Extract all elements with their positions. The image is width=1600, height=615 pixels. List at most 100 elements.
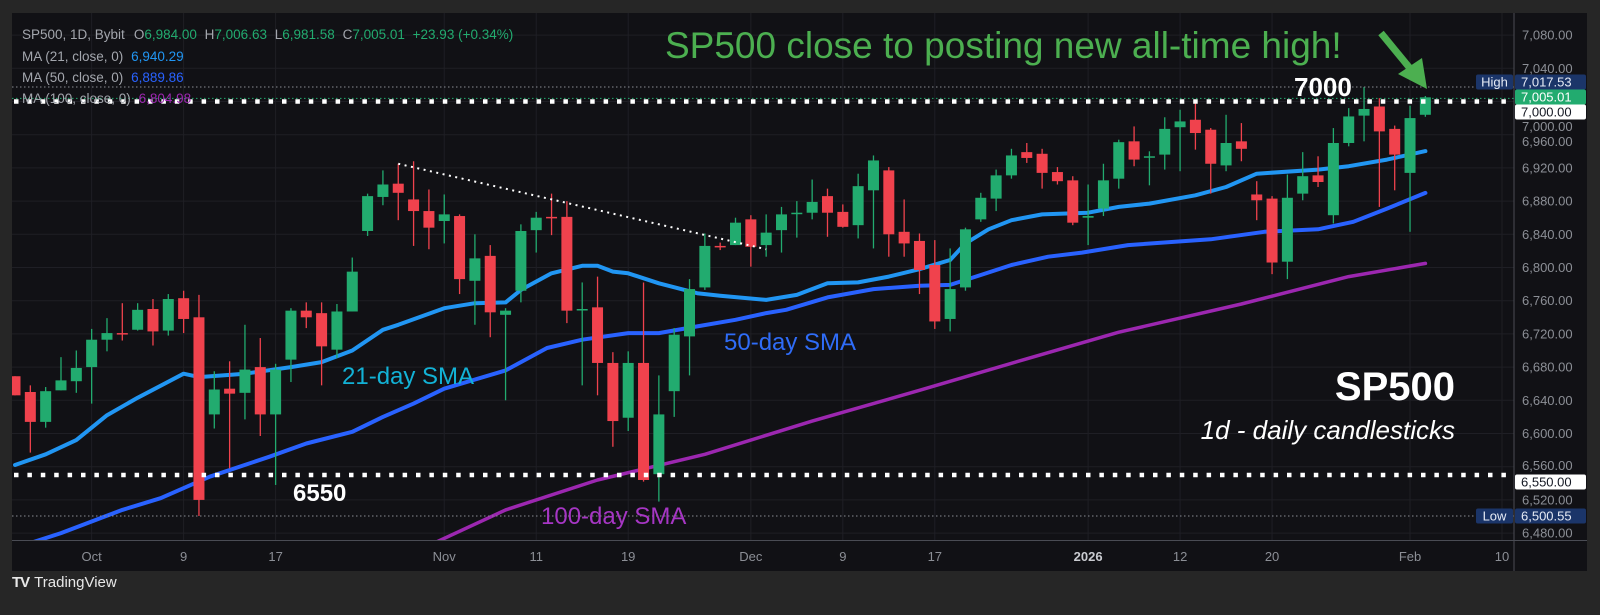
price-axis[interactable]: 7,080.007,040.007,000.006,960.006,920.00… xyxy=(1522,28,1573,541)
time-tick-label: 9 xyxy=(839,549,846,564)
candle-body xyxy=(530,217,542,231)
candle xyxy=(883,167,895,257)
candle xyxy=(1174,109,1186,172)
candle xyxy=(1373,98,1385,207)
candle-body xyxy=(1373,106,1385,132)
candle xyxy=(331,304,343,358)
candle-body xyxy=(70,367,82,382)
price-tick-label: 6,760.00 xyxy=(1522,293,1573,308)
candle-body xyxy=(684,289,696,337)
price-tick-label: 6,920.00 xyxy=(1522,160,1573,175)
candle xyxy=(745,215,757,267)
price-tick-label: 6,880.00 xyxy=(1522,194,1573,209)
candle xyxy=(254,338,266,436)
candle xyxy=(1159,117,1171,170)
candle xyxy=(1128,126,1140,167)
ma21-legend-value: 6,940.29 xyxy=(131,49,184,64)
trendline[interactable] xyxy=(398,162,767,251)
candle xyxy=(515,224,527,303)
tradingview-logo[interactable]: TV TradingView xyxy=(12,574,117,591)
candle-body xyxy=(1205,129,1217,164)
candles xyxy=(12,86,1431,517)
candle-body xyxy=(454,216,466,280)
candle-body xyxy=(1051,172,1063,182)
close-label: C xyxy=(342,27,353,42)
price-tag-value: 7,000.00 xyxy=(1521,105,1572,120)
candle-body xyxy=(1067,180,1079,223)
candle xyxy=(1327,128,1339,224)
ma21-legend-label: MA (21, close, 0) xyxy=(22,49,124,64)
candle xyxy=(852,173,864,239)
candle xyxy=(40,387,52,428)
candle-body xyxy=(1128,141,1140,160)
candle-body xyxy=(132,309,144,330)
ma100-legend[interactable]: MA (100, close, 0) 6,804.98 xyxy=(22,91,195,107)
candle-body xyxy=(561,216,573,311)
candle-body xyxy=(1297,176,1309,194)
candle-body xyxy=(975,197,987,220)
candle xyxy=(1143,151,1155,186)
candle xyxy=(300,302,312,329)
candle-body xyxy=(1419,97,1431,115)
price-tag-value: 7,005.01 xyxy=(1521,90,1572,105)
price-tag: 7,005.01 xyxy=(1515,89,1586,105)
candle xyxy=(1389,125,1401,191)
price-tag-bg xyxy=(1515,74,1586,90)
candle-body xyxy=(1312,175,1324,183)
moving-averages xyxy=(13,149,1428,540)
price-tick-label: 7,080.00 xyxy=(1522,28,1573,43)
candle xyxy=(316,302,328,386)
candle xyxy=(1036,148,1048,189)
candle xyxy=(959,227,971,291)
candle-body xyxy=(316,313,328,347)
candle xyxy=(162,294,174,336)
time-tick-label: 17 xyxy=(928,549,942,564)
candle xyxy=(346,257,358,312)
candle-body xyxy=(1343,116,1355,143)
price-tag: 6,550.00 xyxy=(1515,474,1586,490)
ma21-legend[interactable]: MA (21, close, 0) 6,940.29 xyxy=(22,49,188,65)
candle-body xyxy=(791,212,803,215)
low-value: 6,981.58 xyxy=(282,27,335,42)
candle xyxy=(607,352,619,447)
price-tag-label: High xyxy=(1481,75,1508,90)
price-tick-label: 6,960.00 xyxy=(1522,134,1573,149)
time-tick-label: 12 xyxy=(1173,549,1187,564)
price-tick-label: 6,680.00 xyxy=(1522,360,1573,375)
candle xyxy=(913,233,925,295)
candle xyxy=(760,214,772,257)
chart-subtitle: 1d - daily candlesticks xyxy=(1201,415,1455,445)
price-tag: 7,000.00 xyxy=(1515,104,1586,120)
candle xyxy=(178,290,190,334)
candle xyxy=(1220,114,1232,172)
high-value: 7,006.63 xyxy=(214,27,267,42)
ma50-legend-value: 6,889.86 xyxy=(131,70,184,85)
candle xyxy=(576,282,588,386)
ma100-legend-value: 6,804.98 xyxy=(138,91,192,106)
candle-body xyxy=(55,380,67,391)
sma100-label: 100-day SMA xyxy=(541,503,686,530)
tradingview-wordmark: TradingView xyxy=(34,574,117,591)
time-tick-label: 11 xyxy=(529,549,543,564)
time-axis[interactable]: Oct 9 17 Nov 11 19 Dec 9 17 2026 12 20 Feb 10 xyxy=(82,549,1510,564)
candle xyxy=(1358,86,1370,142)
candle-body xyxy=(254,367,266,415)
candle xyxy=(791,201,803,238)
sma21-label: 21-day SMA xyxy=(342,363,474,390)
time-tick-label: Dec xyxy=(739,549,763,564)
candle xyxy=(929,240,941,329)
candle-body xyxy=(1327,143,1339,216)
candle-body xyxy=(1113,142,1125,179)
candle xyxy=(653,375,665,502)
chart-title: SP500 xyxy=(1335,365,1455,409)
plot-area[interactable]: SP500 close to posting new all-time high… xyxy=(10,13,1515,548)
candle xyxy=(1235,123,1247,162)
candle xyxy=(362,193,374,236)
candle xyxy=(821,188,833,237)
candle xyxy=(730,217,742,246)
symbol-legend[interactable]: SP500, 1D, Bybit O6,984.00 H7,006.63 L6,9… xyxy=(22,27,517,43)
ma50-legend[interactable]: MA (50, close, 0) 6,889.86 xyxy=(22,70,188,86)
candle xyxy=(1189,103,1201,150)
levels xyxy=(12,86,1514,517)
